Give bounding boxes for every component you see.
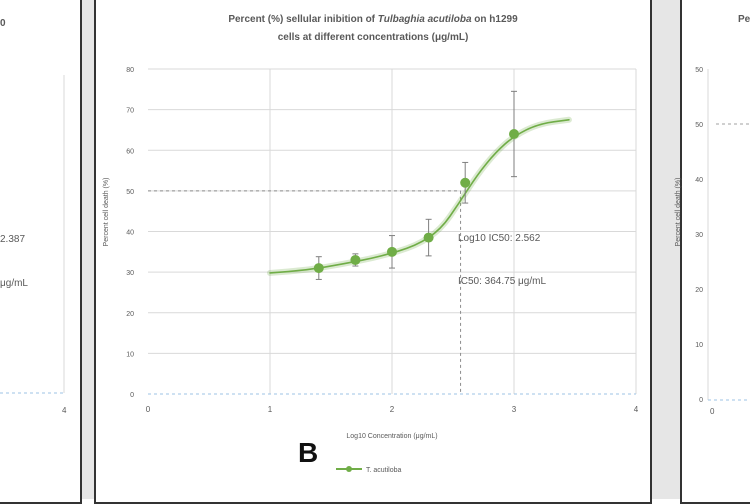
y-tick-label: 60	[126, 148, 134, 155]
data-point	[460, 177, 471, 188]
right-y-tick: 30	[695, 232, 703, 239]
right-x-tick: 0	[710, 407, 715, 416]
left-panel-value-2: μg/mL	[0, 278, 28, 289]
x-tick-label: 3	[512, 405, 517, 414]
x-tick-label: 2	[390, 405, 395, 414]
y-tick-label: 70	[126, 108, 134, 115]
left-panel-value-1: 2.387	[0, 234, 25, 245]
panel-gap-right	[652, 0, 680, 499]
y-tick-label: 0	[130, 392, 134, 399]
right-y-tick: 50	[695, 122, 703, 129]
legend: T. acutiloba	[336, 466, 402, 474]
chart-title-line-2: cells at different concentrations (μg/mL…	[278, 32, 469, 43]
left-panel-title: 0	[0, 18, 6, 29]
chart-title-line-1: Percent (%) sellular inibition of Tulbag…	[228, 14, 518, 25]
data-point	[387, 246, 397, 257]
chart-title-species: Tulbaghia acutiloba	[378, 14, 472, 25]
right-y-tick: 0	[699, 397, 703, 404]
series-layer	[267, 90, 572, 280]
y-tick-label: 40	[126, 230, 134, 237]
legend-marker	[346, 466, 352, 472]
data-point	[509, 129, 519, 139]
chart-title-prefix: Percent (%) sellular inibition of	[228, 14, 377, 25]
right-y-tick: 50	[695, 67, 703, 74]
axis-layer: 0 10 20 30 40 50 60 70 80 0 1 2 3 4	[126, 67, 639, 414]
right-y-tick: 20	[695, 287, 703, 294]
fit-curve	[269, 118, 570, 274]
center-chart: Percent (%) sellular inibition of Tulbag…	[103, 14, 639, 474]
y-tick-label: 50	[126, 189, 134, 196]
panel-letter: B	[298, 437, 318, 468]
annotation-ic50: IC50: 364.75 μg/mL	[458, 276, 546, 287]
right-panel-title: Pe	[738, 14, 750, 25]
left-panel: 0 2.387 μg/mL 4	[0, 18, 67, 415]
right-y-tick: 40	[695, 177, 703, 184]
y-tick-label: 10	[126, 351, 134, 358]
y-tick-label: 80	[126, 67, 134, 74]
x-tick-label: 1	[268, 405, 273, 414]
panel-gap-left	[82, 0, 94, 499]
x-tick-label: 0	[146, 405, 151, 414]
right-panel: Pe 50 50 40 30 20 10 0 0 Percent cell de…	[675, 14, 750, 416]
annotation-log-ic50: Log10 IC50: 2.562	[458, 233, 541, 244]
right-y-axis-label: Percent cell death (%)	[675, 178, 682, 247]
reference-layer	[148, 190, 462, 394]
y-tick-label: 30	[126, 270, 134, 277]
right-panel-frame	[680, 0, 750, 504]
center-panel-frame	[94, 0, 652, 504]
y-axis-label: Percent cell death (%)	[103, 178, 110, 247]
y-tick-label: 20	[126, 311, 134, 318]
left-panel-frame	[0, 0, 82, 504]
right-y-tick: 10	[695, 342, 703, 349]
data-point	[350, 254, 361, 265]
left-panel-x-tick: 4	[62, 406, 67, 415]
legend-label: T. acutiloba	[366, 467, 402, 474]
data-point	[313, 263, 324, 274]
x-tick-label: 4	[634, 405, 639, 414]
chart-title-suffix: on h1299	[472, 14, 519, 25]
data-point	[423, 232, 434, 243]
fit-curve-band	[267, 116, 572, 276]
x-axis-label: Log10 Concentration (μg/mL)	[346, 433, 437, 440]
grid-layer	[148, 68, 637, 394]
